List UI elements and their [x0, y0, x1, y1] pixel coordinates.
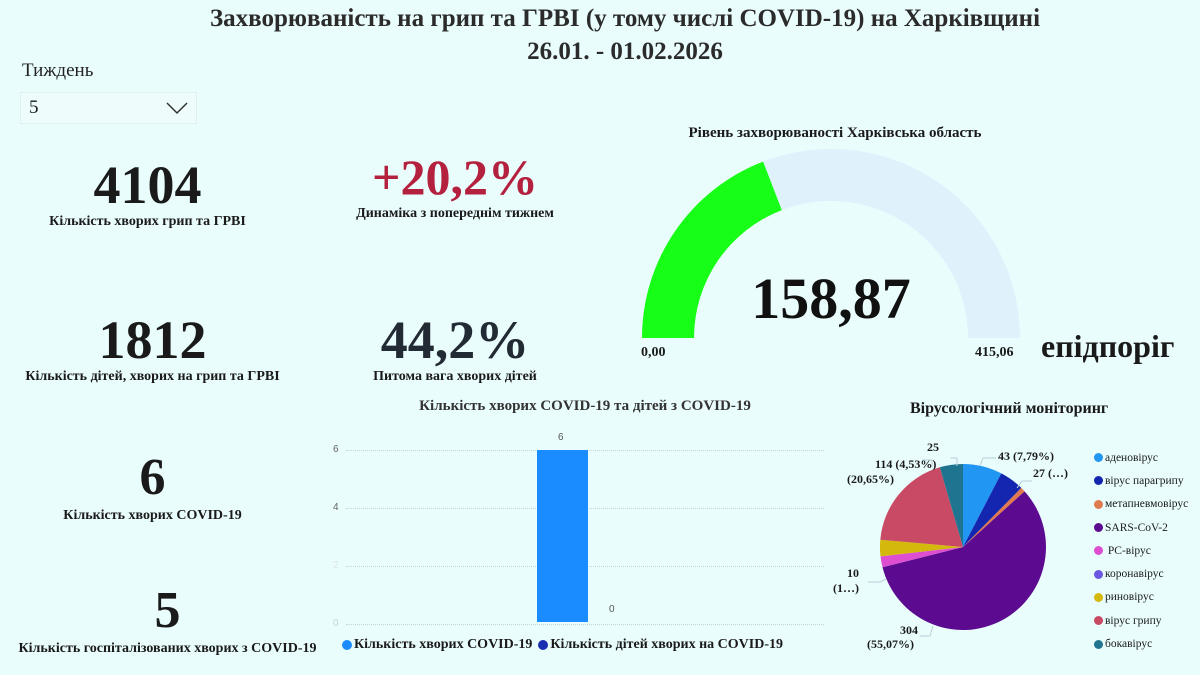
legend-item-parainfl[interactable]: вірус парагрипу	[1094, 469, 1188, 492]
slice-flu	[880, 467, 963, 547]
legend-item-boca[interactable]: бокавірус	[1094, 632, 1188, 655]
kpi-value: 1812	[98, 310, 207, 370]
pie-label-sars-pct: (55,07%)	[867, 637, 914, 651]
legend-dot-icon	[1094, 523, 1103, 533]
legend-item-sars[interactable]: SARS-CoV-2	[1094, 516, 1188, 539]
gauge-max-label: 415,06	[975, 345, 1014, 360]
bar-value-label: 0	[609, 604, 615, 615]
pie-chart-title: Вірусологічний моніторинг	[910, 400, 1109, 417]
y-tick: 6	[333, 444, 339, 455]
legend-dot-icon	[1094, 592, 1103, 602]
bar-chart: 6 4 2 0 6 0	[330, 432, 830, 640]
gauge-value: 158,87	[751, 266, 911, 331]
legend-item-adeno[interactable]: аденовірус	[1094, 446, 1188, 469]
legend-item-covid-cases[interactable]: Кількість хворих COVID-19	[342, 637, 532, 653]
kpi-value: 6	[139, 449, 166, 506]
slice-rhino	[879, 539, 963, 557]
pie-label-sars-value: 304	[900, 623, 918, 637]
legend-item-corona[interactable]: коронавірус	[1094, 562, 1188, 585]
legend-dot-icon	[1094, 476, 1103, 486]
page-title: Захворюваність на грип та ГРВІ (у тому ч…	[0, 2, 1200, 68]
bar-chart-legend: Кількість хворих COVID-19 Кількість діте…	[342, 637, 783, 653]
pie-leader-lines	[868, 457, 1032, 637]
kpi-value: 44,2%	[380, 310, 530, 370]
legend-dot-icon	[1094, 569, 1103, 579]
week-select-value: 5	[29, 97, 39, 118]
slice-boca	[939, 464, 963, 547]
pie-chart	[879, 464, 1046, 631]
kpi-label: Питома вага хворих дітей	[373, 369, 537, 384]
legend-item-rs[interactable]: PC-вірус	[1094, 539, 1188, 562]
pie-label-rs-value: 10	[847, 566, 859, 580]
legend-item-rhino[interactable]: риновірус	[1094, 586, 1188, 609]
slice-adeno	[963, 464, 1002, 547]
slice-parainfl	[963, 473, 1022, 547]
gauge-title: Рівень захворюваності Харківська область	[688, 125, 982, 141]
kpi-label: Кількість хворих грип та ГРВІ	[49, 214, 246, 229]
kpi-value: +20,2%	[372, 149, 538, 205]
pie-label-boca-value: 25	[927, 440, 939, 454]
threshold-label: епідпоріг	[1041, 328, 1175, 364]
pie-legend: аденовірус вірус парагрипу метапневмовір…	[1094, 446, 1188, 656]
pie-label-parainfl: 27 (…)	[1033, 466, 1068, 480]
kpi-value: 4104	[93, 155, 202, 215]
legend-item-covid-children[interactable]: Кількість дітей хворих на COVID-19	[538, 637, 783, 653]
gauge-chart	[642, 149, 1020, 338]
kpi-label: Кількість дітей, хворих на грип та ГРВІ	[25, 369, 280, 384]
legend-dot-icon	[1094, 616, 1103, 626]
legend-dot-icon	[1094, 639, 1103, 649]
gauge-min-label: 0,00	[641, 345, 666, 360]
legend-dot-icon	[1094, 499, 1103, 509]
legend-dot-icon	[342, 639, 352, 650]
kpi-covid-hospitalized: 5 Кількість госпіталізованих хворих з CO…	[0, 585, 335, 657]
bar-value-label: 6	[558, 432, 564, 443]
legend-dot-icon	[538, 639, 549, 650]
y-tick: 2	[333, 560, 339, 571]
kpi-label: Кількість госпіталізованих хворих з COVI…	[18, 641, 317, 656]
kpi-covid-cases: 6 Кількість хворих COVID-19	[30, 452, 275, 524]
kpi-label: Кількість хворих COVID-19	[63, 508, 242, 523]
title-line-1: Захворюваність на грип та ГРВІ (у тому ч…	[209, 5, 1041, 32]
title-line-2: 26.01. - 01.02.2026	[527, 38, 723, 65]
kpi-children-share: 44,2% Питома вага хворих дітей	[340, 313, 570, 385]
slice-sars	[882, 491, 1046, 631]
kpi-total-cases: 4104 Кількість хворих грип та ГРВІ	[30, 158, 265, 230]
kpi-children-cases: 1812 Кількість дітей, хворих на грип та …	[0, 313, 305, 385]
pie-label-boca-pct: 114 (4,53%)	[875, 457, 937, 471]
bar-chart-title: Кількість хворих COVID-19 та дітей з COV…	[419, 398, 751, 414]
chevron-down-icon	[166, 102, 188, 115]
kpi-value: 5	[154, 582, 181, 639]
bar-covid-cases[interactable]	[537, 450, 588, 622]
legend-item-flu[interactable]: вірус грипу	[1094, 609, 1188, 632]
slice-rs	[880, 547, 963, 568]
kpi-dynamics: +20,2% Динаміка з попереднім тижнем	[320, 152, 590, 222]
week-filter-label: Тиждень	[22, 60, 94, 81]
y-tick: 4	[333, 502, 339, 513]
slice-metapneumo	[963, 487, 1025, 547]
legend-dot-icon	[1094, 546, 1103, 556]
pie-label-adeno: 43 (7,79%)	[998, 449, 1054, 463]
kpi-label: Динаміка з попереднім тижнем	[356, 206, 554, 221]
legend-dot-icon	[1094, 453, 1103, 463]
week-select[interactable]: 5	[20, 92, 197, 124]
pie-label-rs-pct: (1…)	[833, 581, 859, 595]
gridline	[346, 624, 824, 625]
y-tick: 0	[333, 618, 339, 629]
gauge-fill	[642, 161, 782, 338]
pie-label-flu-pct: (20,65%)	[847, 472, 894, 486]
legend-item-metapneumo[interactable]: метапневмовірус	[1094, 493, 1188, 516]
